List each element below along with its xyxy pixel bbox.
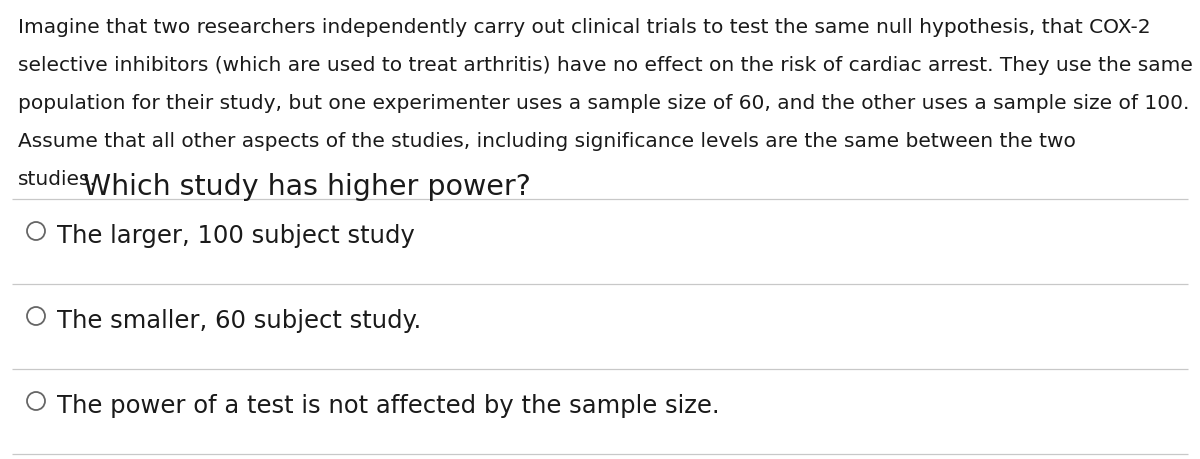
Text: population for their study, but one experimenter uses a sample size of 60, and t: population for their study, but one expe… [18,94,1189,113]
Text: Assume that all other aspects of the studies, including significance levels are : Assume that all other aspects of the stu… [18,132,1076,151]
Text: The larger, 100 subject study: The larger, 100 subject study [58,224,415,247]
Text: The power of a test is not affected by the sample size.: The power of a test is not affected by t… [58,393,720,417]
Text: The smaller, 60 subject study.: The smaller, 60 subject study. [58,308,421,332]
Text: selective inhibitors (which are used to treat arthritis) have no effect on the r: selective inhibitors (which are used to … [18,56,1193,75]
Text: studies.: studies. [18,170,97,189]
Text: Which study has higher power?: Which study has higher power? [74,173,530,201]
Text: Imagine that two researchers independently carry out clinical trials to test the: Imagine that two researchers independent… [18,18,1151,37]
